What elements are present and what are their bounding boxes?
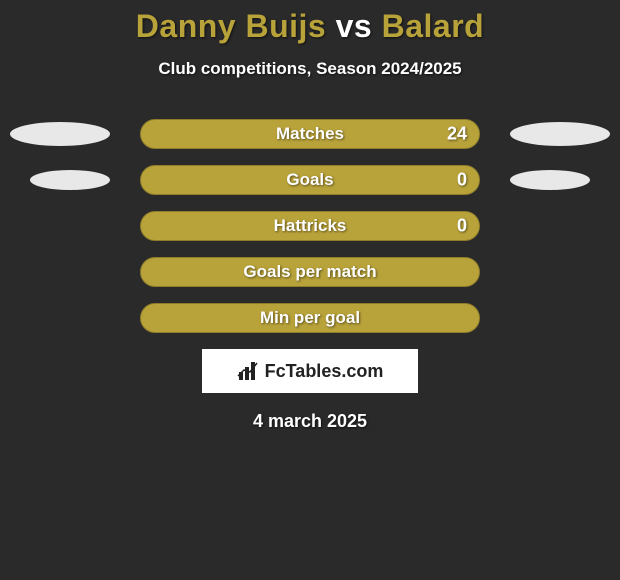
stat-label: Min per goal <box>260 308 360 328</box>
stat-value: 0 <box>457 216 467 237</box>
comparison-widget: Danny Buijs vs Balard Club competitions,… <box>0 0 620 432</box>
stat-bar: Min per goal <box>140 303 480 333</box>
title-vs: vs <box>326 8 381 44</box>
stat-bar: Goals 0 <box>140 165 480 195</box>
stat-row: Goals per match <box>0 257 620 287</box>
stat-label: Hattricks <box>274 216 347 236</box>
stat-bar: Hattricks 0 <box>140 211 480 241</box>
bars-icon <box>237 360 259 382</box>
stat-bar: Goals per match <box>140 257 480 287</box>
stat-row: Goals 0 <box>0 165 620 195</box>
title-player-left: Danny Buijs <box>136 8 326 44</box>
title-player-right: Balard <box>382 8 485 44</box>
stat-row: Min per goal <box>0 303 620 333</box>
comparison-chart: Matches 24 Goals 0 Hattricks 0 Goals per match… <box>0 119 620 333</box>
right-ellipse <box>510 170 590 190</box>
date: 4 march 2025 <box>0 411 620 432</box>
stat-value: 0 <box>457 170 467 191</box>
stat-label: Goals per match <box>243 262 376 282</box>
logo-text: FcTables.com <box>265 361 384 382</box>
left-ellipse <box>10 122 110 146</box>
stat-bar: Matches 24 <box>140 119 480 149</box>
stat-row: Hattricks 0 <box>0 211 620 241</box>
stat-label: Matches <box>276 124 344 144</box>
stat-row: Matches 24 <box>0 119 620 149</box>
page-title: Danny Buijs vs Balard <box>0 8 620 45</box>
stat-label: Goals <box>286 170 333 190</box>
stat-value: 24 <box>447 124 467 145</box>
right-ellipse <box>510 122 610 146</box>
subtitle: Club competitions, Season 2024/2025 <box>0 59 620 79</box>
fctables-logo: FcTables.com <box>202 349 418 393</box>
left-ellipse <box>30 170 110 190</box>
